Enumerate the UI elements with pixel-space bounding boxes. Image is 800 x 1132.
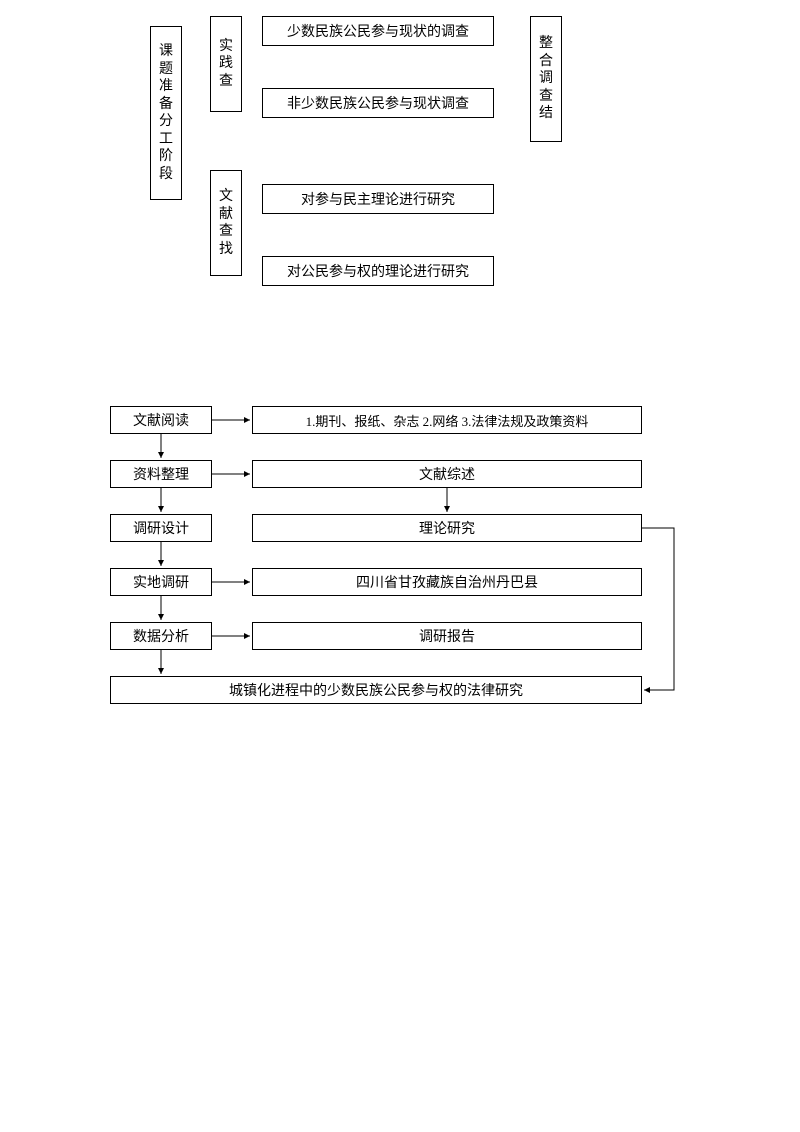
task2-label: 非少数民族公民参与现状调查	[287, 93, 469, 113]
step4r-box: 四川省甘孜藏族自治州丹巴县	[252, 568, 642, 596]
step2r-box: 文献综述	[252, 460, 642, 488]
task4-box: 对公民参与权的理论进行研究	[262, 256, 494, 286]
consolidate-box: 整 合 调 查 结	[530, 16, 562, 142]
practice-box: 实 践 查	[210, 16, 242, 112]
step1r-box: 1.期刊、报纸、杂志 2.网络 3.法律法规及政策资料	[252, 406, 642, 434]
step1r-label: 1.期刊、报纸、杂志 2.网络 3.法律法规及政策资料	[306, 411, 589, 430]
consolidate-label: 整 合 调 查 结	[539, 35, 553, 123]
task3-label: 对参与民主理论进行研究	[301, 189, 455, 209]
diagram-canvas: 课 题 准 备 分 工 阶 段 实 践 查 文 献 查 找 整 合 调 查	[0, 0, 800, 1132]
step3-box: 调研设计	[110, 514, 212, 542]
phase-box: 课 题 准 备 分 工 阶 段	[150, 26, 182, 200]
step3-label: 调研设计	[133, 518, 189, 538]
final-box: 城镇化进程中的少数民族公民参与权的法律研究	[110, 676, 642, 704]
task3-box: 对参与民主理论进行研究	[262, 184, 494, 214]
step4-label: 实地调研	[133, 572, 189, 592]
step3r-box: 理论研究	[252, 514, 642, 542]
step5r-box: 调研报告	[252, 622, 642, 650]
task1-label: 少数民族公民参与现状的调查	[287, 21, 469, 41]
literature-label: 文 献 查 找	[219, 188, 233, 258]
phase-label: 课 题 准 备 分 工 阶 段	[159, 43, 173, 183]
step2-box: 资料整理	[110, 460, 212, 488]
final-label: 城镇化进程中的少数民族公民参与权的法律研究	[229, 680, 523, 700]
task4-label: 对公民参与权的理论进行研究	[287, 261, 469, 281]
step3r-label: 理论研究	[419, 518, 475, 538]
step2r-label: 文献综述	[419, 464, 475, 484]
step5-box: 数据分析	[110, 622, 212, 650]
step1-box: 文献阅读	[110, 406, 212, 434]
step4r-label: 四川省甘孜藏族自治州丹巴县	[356, 572, 538, 592]
step2-label: 资料整理	[133, 464, 189, 484]
literature-box: 文 献 查 找	[210, 170, 242, 276]
step5-label: 数据分析	[133, 626, 189, 646]
arrows-svg	[0, 0, 800, 1132]
task2-box: 非少数民族公民参与现状调查	[262, 88, 494, 118]
task1-box: 少数民族公民参与现状的调查	[262, 16, 494, 46]
step5r-label: 调研报告	[419, 626, 475, 646]
practice-label: 实 践 查	[219, 38, 233, 91]
step1-label: 文献阅读	[133, 410, 189, 430]
step4-box: 实地调研	[110, 568, 212, 596]
